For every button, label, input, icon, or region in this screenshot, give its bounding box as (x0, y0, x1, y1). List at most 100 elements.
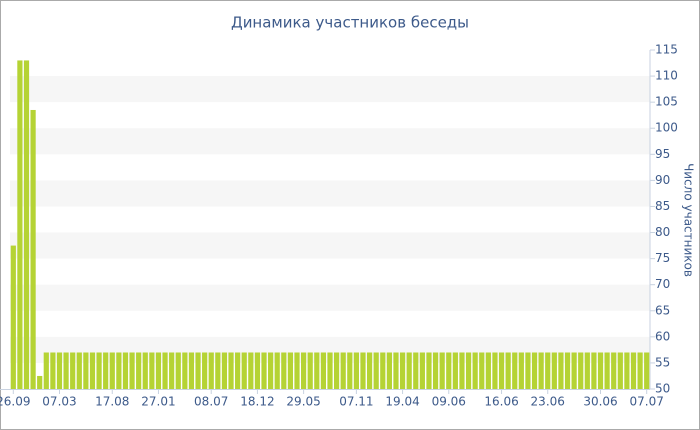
bar (89, 352, 96, 389)
bar (505, 352, 511, 389)
bar (525, 352, 531, 389)
x-tick-label: 16.06 (484, 395, 518, 409)
bar (373, 352, 379, 389)
bar (109, 352, 115, 389)
bar (597, 352, 604, 389)
x-tick-label: 09.06 (432, 395, 466, 409)
bar (531, 352, 538, 389)
x-tick-label: 19.04 (385, 395, 419, 409)
bar (452, 352, 458, 389)
grid-band (10, 232, 650, 259)
bar (248, 352, 254, 389)
bar (116, 352, 122, 389)
y-tick-label: 65 (655, 303, 670, 317)
bar (23, 60, 30, 389)
bar (551, 352, 557, 389)
bar (314, 352, 320, 389)
bar (446, 352, 452, 389)
bar (564, 352, 571, 389)
x-tick-label: 29.05 (286, 395, 320, 409)
grid-band (10, 180, 650, 207)
bar (630, 352, 637, 389)
bar (195, 352, 201, 389)
bar (261, 352, 267, 389)
bar (96, 352, 102, 389)
bar (307, 352, 313, 389)
bar (235, 352, 241, 389)
bar (611, 352, 617, 389)
bar (518, 352, 524, 389)
x-tick-label: 23.06 (531, 395, 565, 409)
bar (558, 352, 564, 389)
grid-band (10, 76, 650, 103)
bar (122, 352, 129, 389)
bar (241, 352, 247, 389)
bar (10, 245, 16, 389)
chart-title: Динамика участников беседы (231, 14, 469, 32)
bar (188, 352, 195, 389)
bar (380, 352, 386, 389)
x-tick-label: 07.03 (42, 395, 76, 409)
bar (512, 352, 518, 389)
x-tick-label: 27.01 (141, 395, 175, 409)
bar (571, 352, 577, 389)
bar (83, 352, 89, 389)
bar (169, 352, 175, 389)
bar (545, 352, 551, 389)
y-tick-label: 55 (655, 355, 670, 369)
bar (472, 352, 478, 389)
bar (208, 352, 214, 389)
bar (182, 352, 188, 389)
bar (63, 352, 69, 389)
y-tick-label: 85 (655, 199, 670, 213)
bar (360, 352, 366, 389)
x-tick-label: 07.11 (339, 395, 373, 409)
bar (30, 109, 36, 389)
bar (366, 352, 373, 389)
bar (17, 60, 23, 389)
bar (254, 352, 261, 389)
bar (386, 352, 392, 389)
bar (70, 352, 76, 389)
bar (327, 352, 333, 389)
y-axis-label: Число участников (682, 163, 696, 277)
y-tick-label: 105 (655, 95, 678, 109)
y-tick-label: 110 (655, 69, 678, 83)
bar (294, 352, 300, 389)
bar (129, 352, 135, 389)
y-tick-label: 90 (655, 173, 670, 187)
bar (492, 352, 498, 389)
bar (465, 352, 472, 389)
bar (136, 352, 142, 389)
bar (419, 352, 425, 389)
bar (479, 352, 485, 389)
bar (432, 352, 439, 389)
bar (103, 352, 109, 389)
bar (50, 352, 56, 389)
bar (393, 352, 399, 389)
bar (485, 352, 491, 389)
y-tick-label: 60 (655, 329, 670, 343)
bar (353, 352, 359, 389)
bar (617, 352, 623, 389)
bar (340, 352, 346, 389)
x-tick-label: 26.09 (0, 395, 30, 409)
bar (538, 352, 544, 389)
bar (604, 352, 610, 389)
bar (281, 352, 287, 389)
bar (301, 352, 307, 389)
bar (202, 352, 208, 389)
bar (426, 352, 432, 389)
y-tick-label: 95 (655, 147, 670, 161)
bar (439, 352, 445, 389)
bar (149, 352, 155, 389)
bar (56, 352, 63, 389)
bar (274, 352, 280, 389)
bar (624, 352, 630, 389)
bar (413, 352, 419, 389)
bar (320, 352, 327, 389)
y-tick-label: 70 (655, 277, 670, 291)
y-tick-label: 115 (655, 43, 678, 57)
bar (215, 352, 221, 389)
y-tick-label: 80 (655, 225, 670, 239)
